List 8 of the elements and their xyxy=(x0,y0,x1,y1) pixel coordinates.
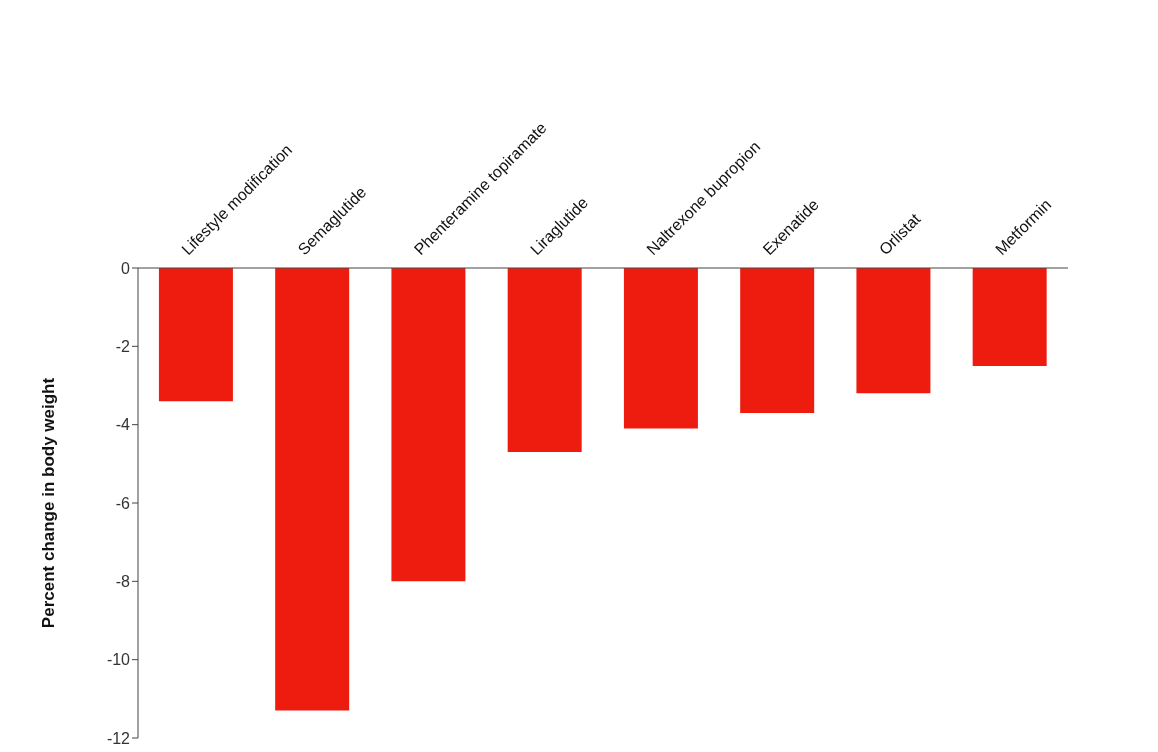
y-tick-label: -4 xyxy=(115,416,131,434)
y-tick-label: -6 xyxy=(115,494,131,512)
y-tick-label: -2 xyxy=(115,338,131,356)
y-tick-label: -10 xyxy=(106,651,131,669)
y-axis-title: Percent change in body weight xyxy=(39,377,59,629)
y-tick-label: 0 xyxy=(121,259,131,277)
y-tick-label: -12 xyxy=(106,729,131,747)
y-tick-label: -8 xyxy=(115,573,131,591)
